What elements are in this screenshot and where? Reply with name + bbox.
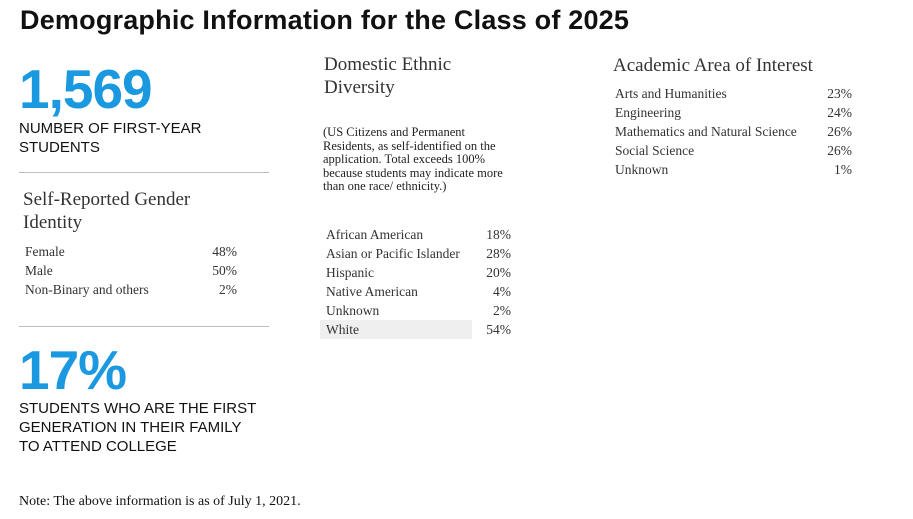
row-value: 2% — [493, 302, 511, 318]
table-row: Unknown 2% — [320, 301, 511, 320]
table-row: Unknown 1% — [615, 160, 852, 179]
table-row-highlighted: White 54% — [320, 320, 511, 339]
row-label: Social Science — [615, 142, 695, 158]
table-row: Engineering 24% — [615, 103, 852, 122]
row-value: 48% — [212, 243, 237, 259]
row-label: Hispanic — [326, 264, 374, 280]
row-value: 1% — [834, 161, 852, 177]
row-value: 23% — [827, 85, 852, 101]
row-label: Non-Binary and others — [25, 281, 149, 297]
row-label: Arts and Humanities — [615, 85, 727, 101]
table-row: Mathematics and Natural Science 26% — [615, 122, 852, 141]
first-gen-percent: 17% — [19, 339, 127, 401]
row-label: Asian or Pacific Islander — [326, 245, 460, 261]
row-label: Unknown — [615, 161, 669, 177]
row-value: 28% — [486, 245, 511, 261]
academic-table: Arts and Humanities 23% Engineering 24% … — [615, 84, 852, 179]
table-row: Non-Binary and others 2% — [25, 280, 237, 299]
gender-heading: Self-Reported Gender Identity — [23, 189, 191, 233]
row-label: Engineering — [615, 104, 681, 120]
row-value: 26% — [827, 123, 852, 139]
academic-heading: Academic Area of Interest — [613, 55, 813, 76]
table-row: African American 18% — [320, 225, 511, 244]
row-label: African American — [326, 226, 424, 242]
table-row: Social Science 26% — [615, 141, 852, 160]
ethnic-table: African American 18% Asian or Pacific Is… — [320, 225, 511, 339]
table-row: Hispanic 20% — [320, 263, 511, 282]
divider — [19, 172, 269, 173]
table-row: Female 48% — [25, 242, 237, 261]
row-value: 18% — [486, 226, 511, 242]
row-value: 20% — [486, 264, 511, 280]
row-label: Female — [25, 243, 65, 259]
row-label: White — [320, 320, 472, 339]
ethnic-note: (US Citizens and Permanent Residents, as… — [323, 125, 503, 193]
first-gen-caption: STUDENTS WHO ARE THE FIRST GENERATION IN… — [19, 400, 256, 455]
table-row: Arts and Humanities 23% — [615, 84, 852, 103]
row-label: Male — [25, 262, 53, 278]
row-value: 54% — [486, 321, 511, 337]
row-value: 26% — [827, 142, 852, 158]
row-label: Unknown — [326, 302, 380, 318]
divider — [19, 326, 269, 327]
row-label: Native American — [326, 283, 418, 299]
footnote: Note: The above information is as of Jul… — [19, 494, 301, 509]
table-row: Male 50% — [25, 261, 237, 280]
row-value: 4% — [493, 283, 511, 299]
table-row: Asian or Pacific Islander 28% — [320, 244, 511, 263]
gender-table: Female 48% Male 50% Non-Binary and other… — [25, 242, 237, 299]
first-year-count: 1,569 — [19, 58, 153, 120]
row-label: Mathematics and Natural Science — [615, 123, 797, 139]
table-row: Native American 4% — [320, 282, 511, 301]
row-value: 50% — [212, 262, 237, 278]
ethnic-heading: Domestic Ethnic Diversity — [324, 54, 452, 98]
row-value: 2% — [219, 281, 237, 297]
row-value: 24% — [827, 104, 852, 120]
page-title: Demographic Information for the Class of… — [20, 5, 630, 35]
first-year-caption: NUMBER OF FIRST-YEAR STUDENTS — [19, 120, 202, 156]
